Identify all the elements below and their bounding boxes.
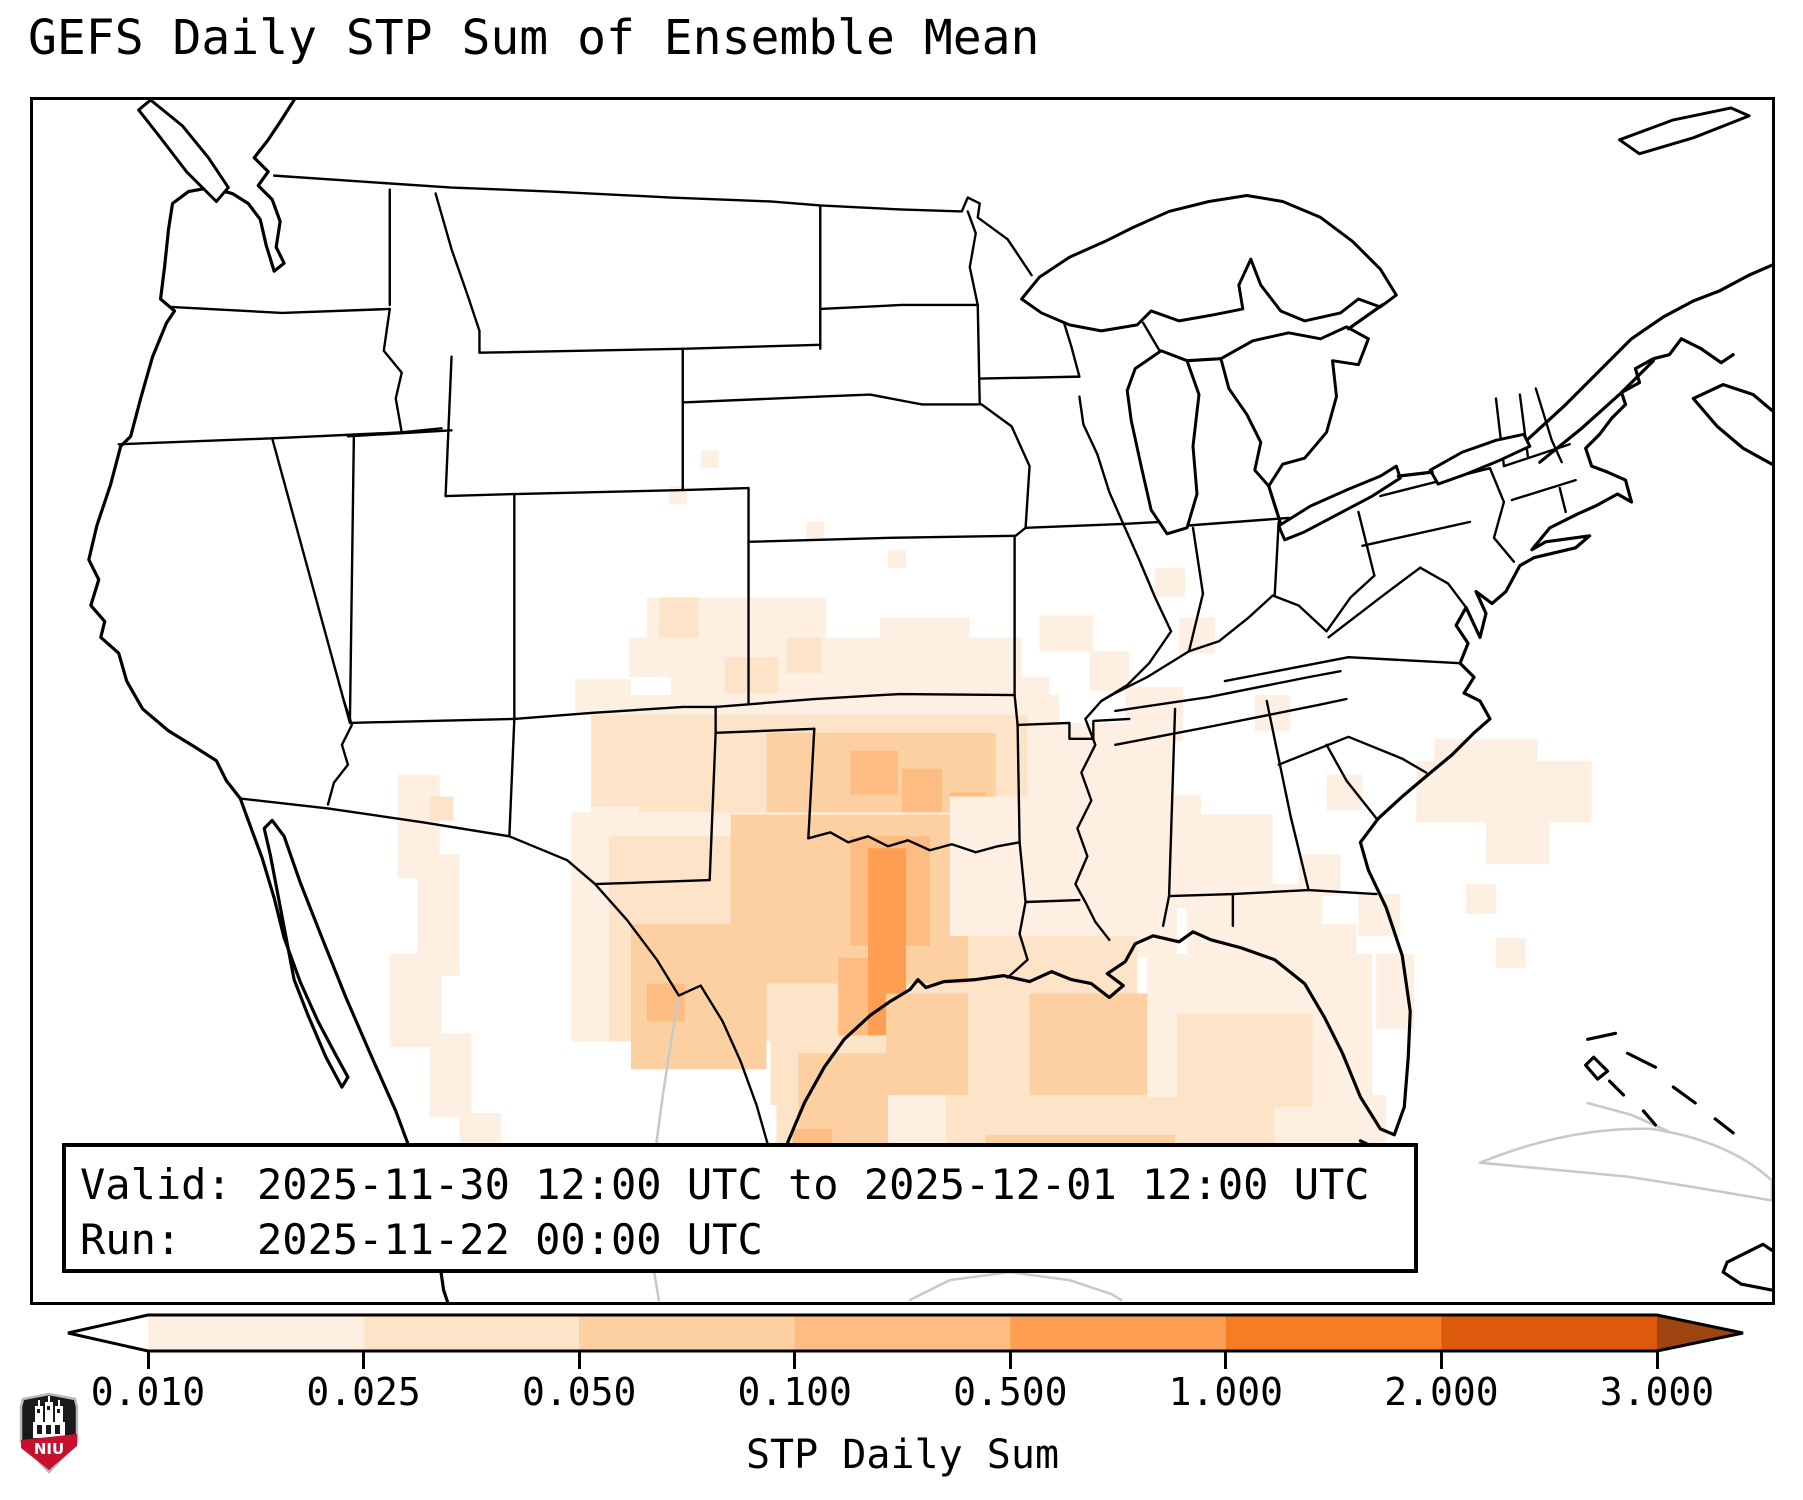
stp-heat-cell bbox=[1179, 617, 1215, 654]
stp-heat-cell bbox=[591, 714, 647, 807]
st-lawrence-north-bank bbox=[1514, 263, 1772, 452]
conus-map bbox=[87, 100, 1772, 1302]
colorbar-gradient bbox=[67, 1313, 1744, 1353]
nova-scotia bbox=[1691, 382, 1772, 466]
colorbar-outline bbox=[67, 1313, 1744, 1353]
bahamas-dashes bbox=[1358, 1031, 1735, 1151]
stp-heat-cell bbox=[888, 549, 906, 568]
stp-heat-cell bbox=[1177, 1013, 1313, 1107]
lake-ontario bbox=[1428, 432, 1532, 486]
niu-logo: NIU bbox=[19, 1392, 79, 1474]
colorbar-tick bbox=[1439, 1352, 1443, 1369]
stp-heat-cell bbox=[1089, 651, 1130, 692]
colorbar-tick bbox=[577, 1352, 581, 1369]
lake-michigan bbox=[1125, 349, 1201, 536]
stp-heat-cell bbox=[945, 637, 1022, 696]
colorbar-tick-label: 2.000 bbox=[1384, 1370, 1499, 1414]
colorbar-segment bbox=[363, 1315, 580, 1351]
colorbar-over-arrow bbox=[1657, 1315, 1743, 1351]
valid-run-info-box: Valid: 2025-11-30 12:00 UTC to 2025-12-0… bbox=[62, 1143, 1418, 1273]
niu-logo-text: NIU bbox=[34, 1440, 64, 1458]
page-title: GEFS Daily STP Sum of Ensemble Mean bbox=[28, 10, 1040, 66]
colorbar-tick-label: 3.000 bbox=[1599, 1370, 1715, 1414]
colorbar-tick-label: 0.500 bbox=[953, 1370, 1068, 1414]
colorbar-tick-label: 0.100 bbox=[737, 1370, 852, 1414]
stp-heat-cell bbox=[786, 637, 823, 674]
colorbar-under-arrow bbox=[68, 1315, 148, 1351]
stp-heat-cell bbox=[1485, 820, 1550, 865]
stp-heat-cell bbox=[1039, 615, 1094, 652]
colorbar-tick bbox=[362, 1352, 366, 1369]
colorbar-segment bbox=[794, 1315, 1011, 1351]
lake-superior bbox=[1020, 194, 1398, 333]
stp-heatmap-layer bbox=[367, 450, 1592, 1235]
stp-heat-cell bbox=[1466, 884, 1496, 914]
colorbar-segment bbox=[579, 1315, 796, 1351]
stp-heat-cell bbox=[389, 953, 442, 1048]
colorbar-axis-label: STP Daily Sum bbox=[745, 1432, 1060, 1478]
gulf-atlantic-coast bbox=[772, 337, 1735, 1185]
stp-heat-cell bbox=[949, 796, 1160, 936]
colorbar-tick-label: 0.050 bbox=[521, 1370, 637, 1414]
run-time-text: Run: 2025-11-22 00:00 UTC bbox=[80, 1215, 763, 1264]
castle-icon bbox=[33, 1396, 65, 1438]
cuba-outline bbox=[1478, 1127, 1772, 1202]
colorbar bbox=[66, 1312, 1745, 1354]
stp-heat-cell bbox=[1495, 937, 1526, 968]
stp-heat-cell bbox=[429, 796, 454, 821]
lake-huron bbox=[1219, 325, 1370, 488]
anticosti-island bbox=[1618, 106, 1751, 156]
hispaniola bbox=[1721, 1242, 1772, 1292]
yucatan-shore-gray bbox=[908, 1270, 1123, 1302]
stp-heat-cell bbox=[668, 486, 687, 504]
lake-erie bbox=[1277, 464, 1402, 542]
colorbar-tick bbox=[1224, 1352, 1228, 1369]
stp-heat-cell bbox=[724, 657, 779, 694]
stp-heat-cell bbox=[429, 1033, 472, 1117]
vancouver-island bbox=[137, 100, 230, 203]
colorbar-tick-label: 0.025 bbox=[306, 1370, 421, 1414]
colorbar-tick bbox=[793, 1352, 797, 1369]
valid-time-text: Valid: 2025-11-30 12:00 UTC to 2025-12-0… bbox=[80, 1160, 1370, 1209]
stp-heat-cell bbox=[1155, 567, 1186, 598]
colorbar-segment bbox=[1010, 1315, 1227, 1351]
colorbar-segment bbox=[1225, 1315, 1443, 1351]
colorbar-segment bbox=[1441, 1315, 1658, 1351]
colorbar-tick-label: 1.000 bbox=[1168, 1370, 1284, 1414]
bahama-bank-gray bbox=[1586, 1101, 1669, 1133]
colorbar-tick bbox=[1008, 1352, 1012, 1369]
st-lawrence-south-bank bbox=[1538, 359, 1656, 464]
stp-heat-cell bbox=[850, 750, 899, 795]
stp-heat-cell bbox=[806, 521, 825, 540]
colorbar-tick bbox=[146, 1352, 150, 1369]
colorbar-tick-label: 0.010 bbox=[90, 1370, 206, 1414]
stp-heat-cell bbox=[658, 597, 699, 638]
stp-heat-cell bbox=[1029, 993, 1156, 1100]
colorbar-segment bbox=[148, 1315, 365, 1351]
great-lakes bbox=[1020, 194, 1532, 542]
state-borders bbox=[117, 174, 1577, 1184]
colorbar-tick bbox=[1655, 1352, 1659, 1369]
pacific-and-mexico-coast bbox=[87, 100, 450, 1302]
map-panel bbox=[30, 97, 1775, 1305]
stp-heat-cell bbox=[1416, 760, 1592, 823]
stp-heat-cell bbox=[700, 450, 719, 469]
lake-connectors bbox=[1185, 303, 1434, 526]
